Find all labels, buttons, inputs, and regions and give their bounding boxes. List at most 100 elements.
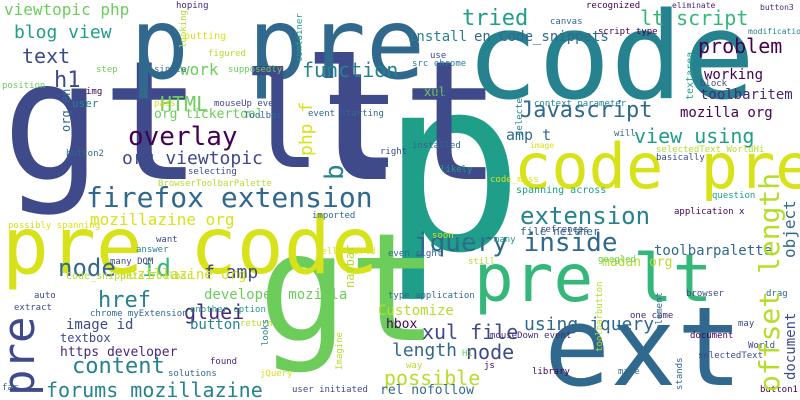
word: amp t <box>506 126 552 144</box>
word: working <box>704 67 764 83</box>
word: button3 <box>760 3 794 12</box>
word: one came <box>630 311 674 321</box>
word: possibly spanning <box>8 221 101 231</box>
word: pre lt <box>474 240 713 317</box>
word: gluei <box>184 300 245 324</box>
word: org en <box>59 88 73 132</box>
word: block <box>700 79 728 89</box>
word: browser <box>686 289 724 299</box>
word: mozilla org <box>680 105 773 121</box>
word: code <box>466 0 755 127</box>
word: b <box>320 164 350 180</box>
word: across many <box>456 235 516 245</box>
word: spanning across <box>516 185 607 196</box>
word: blog view <box>14 22 112 43</box>
word: https developer <box>60 345 178 360</box>
word: World <box>748 341 776 351</box>
word: return <box>240 319 273 329</box>
word: hbox <box>386 317 418 332</box>
word: installed <box>412 141 461 151</box>
word: Code_snippets Toolbar <box>66 271 193 282</box>
word: script type <box>598 27 658 37</box>
word: jquery inside <box>414 228 618 258</box>
word: selected <box>515 92 525 136</box>
word: lt script <box>640 6 749 30</box>
word: button2 <box>66 149 104 159</box>
word: imported <box>312 211 356 221</box>
word: drag <box>766 289 788 299</box>
word: auto <box>34 291 56 301</box>
word: selectedText <box>698 351 764 361</box>
word: work <box>180 60 219 79</box>
word: view using <box>634 124 755 148</box>
word: h1 <box>54 68 81 93</box>
word: Hi <box>462 349 473 359</box>
word: pass <box>154 99 176 109</box>
word: rel nofollow <box>380 383 474 398</box>
word: toolbaritem <box>700 87 793 103</box>
word: many DOM <box>110 257 154 267</box>
word: one <box>434 91 451 101</box>
word: ext <box>544 283 743 400</box>
word: container <box>295 13 305 62</box>
word: using jquery <box>524 314 655 335</box>
word: modification <box>748 27 800 36</box>
word: js <box>484 361 495 371</box>
word: viewtopic php <box>4 0 130 19</box>
word: Customize <box>378 303 454 319</box>
word: application x <box>674 207 745 217</box>
word: content <box>72 354 165 379</box>
word: selecting <box>188 167 237 177</box>
word: pre code <box>2 202 378 292</box>
word: will <box>614 129 636 139</box>
word: Imagine <box>335 332 345 370</box>
word: src chrome <box>412 59 467 69</box>
word: p <box>380 26 525 306</box>
word: image id <box>66 317 134 333</box>
word: even right <box>388 249 443 259</box>
word: Javascript <box>520 98 653 123</box>
word: supposedly <box>228 65 283 75</box>
word: user initiated <box>292 385 368 395</box>
word: madan org <box>602 255 673 270</box>
word: en Code_snippets <box>474 29 609 45</box>
word: soon <box>432 231 454 241</box>
word: tried <box>462 6 529 31</box>
word: function <box>302 58 399 82</box>
word: likely <box>440 165 473 175</box>
word: mozillazine org <box>90 210 235 229</box>
word: event starting <box>308 109 384 119</box>
word: hoping <box>176 1 209 11</box>
word: href <box>98 288 151 313</box>
word: want <box>156 235 178 245</box>
word: found <box>210 357 238 367</box>
word: far <box>2 383 19 393</box>
word: looking <box>179 10 189 48</box>
word: xul file <box>422 320 519 344</box>
word: another option <box>190 305 266 315</box>
word: img <box>86 87 103 97</box>
word: way <box>406 361 423 371</box>
word: xul <box>424 85 446 99</box>
word: org tickertool <box>154 107 264 122</box>
word: position <box>2 81 46 91</box>
word: chrome myExtension <box>90 309 188 319</box>
word: textarea <box>685 51 696 100</box>
word: button <box>190 317 241 333</box>
word: step <box>96 65 118 75</box>
word: googled <box>598 255 636 265</box>
word: php f <box>296 101 317 156</box>
word: may <box>738 319 755 329</box>
word: object <box>780 200 799 258</box>
word: recognized <box>586 1 641 11</box>
word: gt <box>258 202 439 376</box>
word: image <box>530 141 555 150</box>
word: developer mozilla <box>204 287 348 303</box>
word: refrences <box>540 225 589 235</box>
word: answer <box>136 245 169 255</box>
word: use <box>430 51 447 61</box>
word: pre <box>0 316 45 396</box>
word: gt lt <box>2 26 502 219</box>
word: BrowserToolbarPalette <box>158 179 272 189</box>
